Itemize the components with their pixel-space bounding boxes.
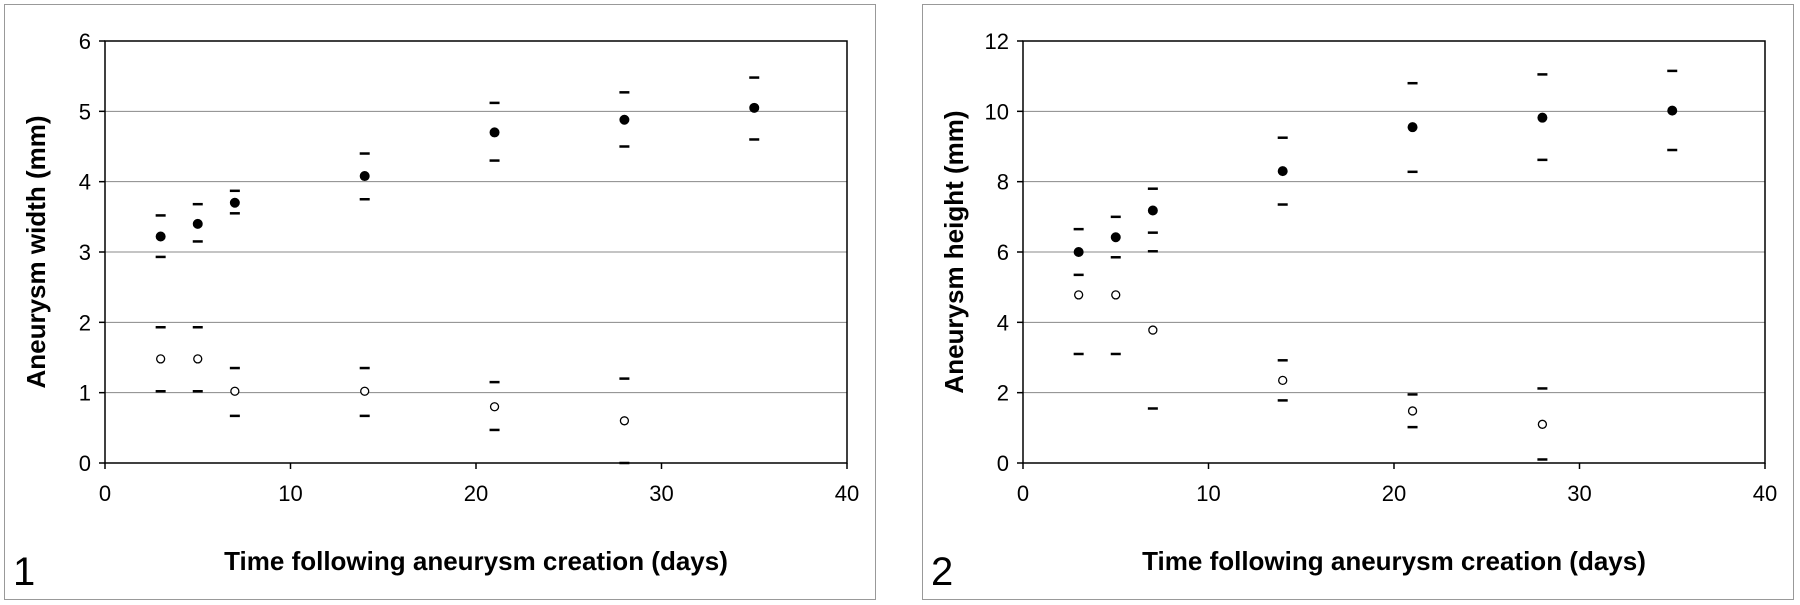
open-data-point bbox=[489, 402, 500, 412]
filled-data-point bbox=[619, 114, 630, 125]
open-data-point bbox=[1148, 325, 1158, 335]
chart-panel-height: 0 2 4 6 8 10 12 0 10 20 30 40 Time following aneurys… bbox=[922, 4, 1794, 600]
open-data-point bbox=[1111, 290, 1121, 300]
open-data-point bbox=[1073, 290, 1084, 300]
filled-data-point bbox=[1537, 112, 1548, 123]
open-data-point bbox=[619, 416, 630, 426]
filled-data-point bbox=[1110, 232, 1121, 243]
filled-data-point bbox=[229, 197, 240, 208]
panel-number: 2 bbox=[931, 550, 954, 594]
y-tick-label: 0 bbox=[997, 451, 1009, 476]
y-tick-label: 4 bbox=[997, 310, 1009, 335]
x-tick-label: 30 bbox=[649, 481, 673, 506]
y-axis-title: Aneurysm height (mm) bbox=[939, 110, 969, 393]
filled-data-point bbox=[1147, 205, 1158, 216]
y-tick-label: 4 bbox=[79, 170, 91, 195]
y-tick-label: 12 bbox=[985, 29, 1009, 54]
y-tick-label: 0 bbox=[79, 451, 91, 476]
filled-data-point bbox=[1407, 122, 1418, 133]
y-tick-label: 2 bbox=[997, 381, 1009, 406]
filled-data-point bbox=[192, 218, 203, 229]
width-chart: 0 1 2 3 4 5 6 0 10 20 30 40 Time following aneurysm … bbox=[21, 29, 859, 576]
chart-panel-width: 0 1 2 3 4 5 6 0 10 20 30 40 Time following aneurysm … bbox=[4, 4, 876, 600]
open-data-point bbox=[1407, 406, 1418, 416]
x-tick-label: 40 bbox=[1753, 481, 1777, 506]
x-tick-label: 10 bbox=[278, 481, 302, 506]
y-tick-label: 8 bbox=[997, 170, 1009, 195]
filled-data-point bbox=[1277, 166, 1288, 177]
x-tick-label: 20 bbox=[1382, 481, 1406, 506]
height-chart: 0 2 4 6 8 10 12 0 10 20 30 40 Time following aneurys… bbox=[939, 29, 1777, 576]
filled-data-point bbox=[1073, 247, 1084, 257]
x-axis-title: Time following aneurysm creation (days) bbox=[1142, 546, 1646, 576]
open-data-point bbox=[193, 354, 203, 364]
filled-data-point bbox=[155, 231, 166, 242]
y-axis-title: Aneurysm width (mm) bbox=[21, 115, 51, 388]
x-tick-label: 20 bbox=[464, 481, 488, 506]
filled-data-point bbox=[489, 127, 500, 138]
filled-data-point bbox=[359, 171, 370, 182]
filled-data-point bbox=[749, 102, 760, 113]
x-tick-label: 10 bbox=[1196, 481, 1220, 506]
open-data-point bbox=[155, 354, 166, 364]
open-data-point bbox=[1278, 375, 1288, 386]
y-tick-label: 1 bbox=[79, 381, 91, 406]
open-data-point bbox=[360, 386, 370, 396]
y-tick-label: 3 bbox=[79, 240, 91, 265]
y-tick-label: 2 bbox=[79, 310, 91, 335]
filled-data-point bbox=[1667, 105, 1678, 116]
x-tick-label: 40 bbox=[835, 481, 859, 506]
y-tick-label: 5 bbox=[79, 99, 91, 124]
x-tick-label: 0 bbox=[1017, 481, 1029, 506]
open-data-point bbox=[1537, 419, 1548, 429]
open-data-point bbox=[230, 386, 240, 396]
x-tick-label: 30 bbox=[1567, 481, 1591, 506]
y-tick-label: 6 bbox=[997, 240, 1009, 265]
y-tick-label: 6 bbox=[79, 29, 91, 54]
y-tick-label: 10 bbox=[985, 99, 1009, 124]
x-tick-label: 0 bbox=[99, 481, 111, 506]
x-axis-title: Time following aneurysm creation (days) bbox=[224, 546, 728, 576]
panel-number: 1 bbox=[13, 550, 36, 594]
